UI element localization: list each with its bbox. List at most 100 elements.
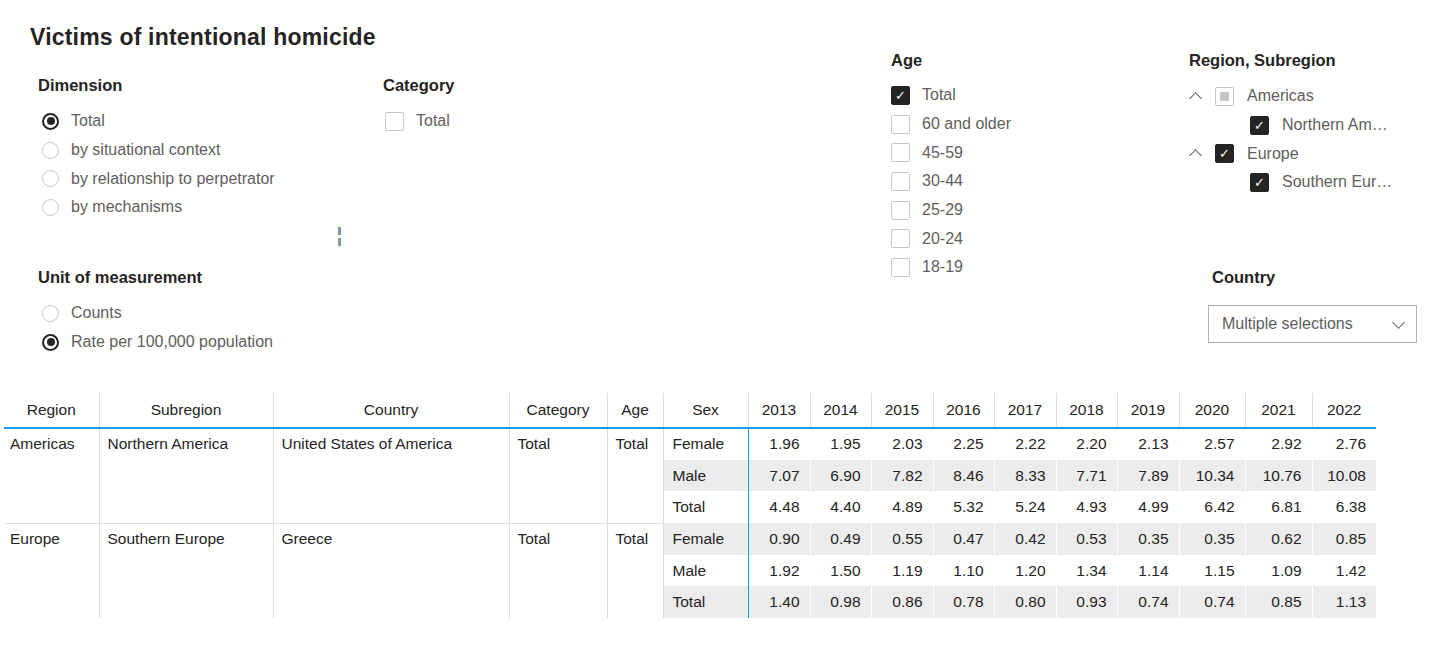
checkbox-option-25-29[interactable]: 25-29 — [891, 196, 1011, 225]
cell-value: 7.07 — [748, 460, 810, 492]
cell-sex: Male — [663, 555, 748, 587]
checkbox-icon — [891, 172, 910, 191]
region-slicer: Region, Subregion AmericasNorthern Am…Eu… — [1189, 51, 1392, 197]
cell-value: 4.99 — [1117, 491, 1179, 523]
cell-value: 2.13 — [1117, 428, 1179, 460]
cell-value: 4.89 — [871, 491, 933, 523]
country-slicer: Country — [1212, 268, 1275, 287]
checkbox-option-20-24[interactable]: 20-24 — [891, 224, 1011, 253]
table-header-sex[interactable]: Sex — [663, 393, 748, 428]
table-header-2020[interactable]: 2020 — [1179, 393, 1245, 428]
cell-value: 6.81 — [1245, 491, 1312, 523]
cell-value: 1.20 — [994, 555, 1056, 587]
table-header-country[interactable]: Country — [273, 393, 509, 428]
cell-value: 5.32 — [933, 491, 994, 523]
age-slicer-title: Age — [891, 51, 1011, 70]
cell-country: Greece — [273, 523, 509, 618]
table-header-2019[interactable]: 2019 — [1117, 393, 1179, 428]
cell-value: 1.09 — [1245, 555, 1312, 587]
cell-value: 7.71 — [1056, 460, 1117, 492]
country-dropdown[interactable]: Multiple selections — [1208, 305, 1417, 343]
cell-age: Total — [607, 523, 663, 618]
cell-value: 0.74 — [1117, 586, 1179, 618]
cell-value: 0.35 — [1117, 523, 1179, 555]
cell-value: 6.90 — [810, 460, 871, 492]
cell-value: 0.35 — [1179, 523, 1245, 555]
table-header-subregion[interactable]: Subregion — [99, 393, 273, 428]
unit-slicer-title: Unit of measurement — [38, 268, 273, 287]
cell-value: 1.14 — [1117, 555, 1179, 587]
radio-option-rate-per-100-000-population[interactable]: Rate per 100,000 population — [42, 328, 273, 357]
table-header-age[interactable]: Age — [607, 393, 663, 428]
page-title: Victims of intentional homicide — [30, 24, 376, 51]
table-header-2015[interactable]: 2015 — [871, 393, 933, 428]
age-slicer: Age Total60 and older 45-59 30-44 25-29 20-2… — [891, 51, 1011, 282]
cell-value: 0.85 — [1245, 586, 1312, 618]
option-label: 30-44 — [922, 172, 963, 190]
table-header-2021[interactable]: 2021 — [1245, 393, 1312, 428]
data-table: RegionSubregionCountryCategoryAgeSex2013… — [4, 393, 1376, 618]
checkbox-option-18-19[interactable]: 18-19 — [891, 253, 1011, 282]
checkbox-icon — [891, 201, 910, 220]
cell-sex: Female — [663, 523, 748, 555]
cell-value: 1.15 — [1179, 555, 1245, 587]
table-header-region[interactable]: Region — [4, 393, 99, 428]
checkbox-option-45-59[interactable]: 45-59 — [891, 138, 1011, 167]
cell-value: 1.96 — [748, 428, 810, 460]
chevron-down-icon — [1392, 316, 1405, 329]
checkbox-option-60-and-older[interactable]: 60 and older — [891, 110, 1011, 139]
cell-value: 0.62 — [1245, 523, 1312, 555]
table-header-2014[interactable]: 2014 — [810, 393, 871, 428]
radio-icon — [42, 170, 59, 187]
cell-category: Total — [509, 428, 607, 523]
radio-option-by-relationship-to-perpetrator[interactable]: by relationship to perpetrator — [42, 164, 275, 193]
tree-item-label: Americas — [1247, 87, 1314, 105]
table-header-2017[interactable]: 2017 — [994, 393, 1056, 428]
chevron-up-icon[interactable] — [1189, 149, 1202, 162]
cell-value: 2.20 — [1056, 428, 1117, 460]
cell-value: 10.76 — [1245, 460, 1312, 492]
table-header-2013[interactable]: 2013 — [748, 393, 810, 428]
option-label: 20-24 — [922, 230, 963, 248]
option-label: 45-59 — [922, 144, 963, 162]
cell-value: 1.40 — [748, 586, 810, 618]
tree-item-label: Northern Am… — [1282, 116, 1388, 134]
cell-sex: Female — [663, 428, 748, 460]
radio-selected-icon — [42, 113, 59, 130]
cell-value: 1.19 — [871, 555, 933, 587]
cell-value: 5.24 — [994, 491, 1056, 523]
tree-item-southern-eur[interactable]: Southern Eur… — [1189, 168, 1392, 197]
radio-option-by-mechanisms[interactable]: by mechanisms — [42, 193, 275, 222]
table-header-category[interactable]: Category — [509, 393, 607, 428]
table-header-2018[interactable]: 2018 — [1056, 393, 1117, 428]
option-label: Total — [416, 112, 450, 130]
radio-option-total[interactable]: Total — [42, 107, 275, 136]
option-label: Rate per 100,000 population — [71, 333, 273, 351]
cell-value: 0.42 — [994, 523, 1056, 555]
tree-item-americas[interactable]: Americas — [1189, 82, 1392, 111]
table-header-2016[interactable]: 2016 — [933, 393, 994, 428]
cell-value: 0.47 — [933, 523, 994, 555]
chevron-up-icon[interactable] — [1189, 92, 1202, 105]
checkbox-option-total[interactable]: Total — [385, 107, 455, 136]
radio-option-counts[interactable]: Counts — [42, 299, 273, 328]
option-label: 25-29 — [922, 201, 963, 219]
cell-value: 2.22 — [994, 428, 1056, 460]
unit-options: Counts Rate per 100,000 population — [38, 299, 273, 356]
checkbox-option-total[interactable]: Total — [891, 81, 1011, 110]
scrollbar-fragment[interactable] — [338, 227, 341, 249]
cell-value: 7.82 — [871, 460, 933, 492]
table-header-2022[interactable]: 2022 — [1312, 393, 1376, 428]
checkbox-icon — [891, 115, 910, 134]
cell-value: 1.13 — [1312, 586, 1376, 618]
tree-item-label: Southern Eur… — [1282, 173, 1392, 191]
tree-item-europe[interactable]: Europe — [1189, 139, 1392, 168]
cell-value: 0.53 — [1056, 523, 1117, 555]
cell-value: 10.08 — [1312, 460, 1376, 492]
cell-value: 4.48 — [748, 491, 810, 523]
country-slicer-title: Country — [1212, 268, 1275, 287]
cell-value: 0.78 — [933, 586, 994, 618]
checkbox-option-30-44[interactable]: 30-44 — [891, 167, 1011, 196]
radio-option-by-situational-context[interactable]: by situational context — [42, 136, 275, 165]
tree-item-northern-am[interactable]: Northern Am… — [1189, 111, 1392, 140]
